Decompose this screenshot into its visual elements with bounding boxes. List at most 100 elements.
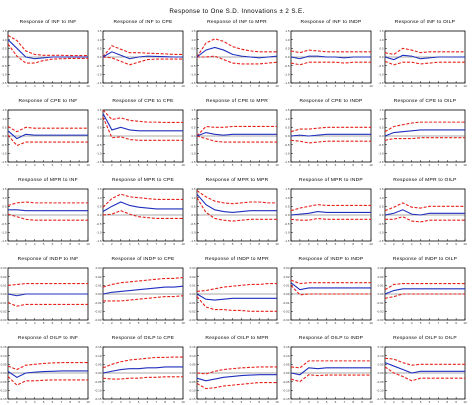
irf-panel: Response of CPE to OILP 1.5 1.0 0.5 0.0 -0.5 -… [378,98,467,167]
x-tick-label: 7 [249,400,251,404]
x-tick-label: 6 [241,321,243,325]
y-tick-label: 0.0 [379,213,384,217]
x-tick-label: 10 [369,163,373,167]
x-tick-label: 10 [275,321,279,325]
x-tick-label: 7 [343,163,345,167]
y-tick-label: 1.0 [379,117,384,121]
y-tick-label: 1.5 [2,108,7,112]
y-tick-label: 1.5 [285,187,290,191]
lower-band-line [7,376,88,386]
x-tick-label: 10 [463,321,467,325]
x-tick-label: 4 [129,84,131,88]
x-tick-label: 9 [267,84,269,88]
y-tick-label: 0.01 [96,284,102,288]
response-line [384,54,465,61]
lower-band-line [102,56,183,66]
x-tick-label: 5 [420,163,422,167]
y-tick-label: 0.0 [379,55,384,59]
x-tick-label: 4 [129,321,131,325]
lower-band-line [384,60,465,66]
y-tick-label: 0.15 [1,345,7,349]
response-line [7,130,88,140]
y-tick-label: -1.0 [190,152,196,156]
lower-band-line [196,381,277,390]
x-tick-label: 6 [241,84,243,88]
lower-band-line [7,213,88,221]
y-tick-label: 0.5 [2,47,7,51]
lower-band-line [384,366,465,382]
x-tick-label: 2 [393,242,395,246]
y-tick-label: -1.0 [1,231,7,235]
lower-band-line [196,135,277,143]
response-line [102,366,183,374]
x-tick-label: 7 [343,242,345,246]
x-tick-label: 10 [86,163,90,167]
y-tick-label: -0.5 [190,222,196,226]
panel-title: Response of OILP to CPE [112,335,175,341]
x-tick-label: 3 [402,400,404,404]
x-tick-label: 8 [352,242,354,246]
irf-panel: Response of INF to MPR 1.5 1.0 0.5 0.0 -0.5 -1… [190,19,279,88]
x-tick-label: 6 [429,163,431,167]
irf-panel: Response of MPR to CPE 1.5 1.0 0.5 0.0 -0.5 -1… [96,177,185,246]
x-tick-label: 8 [258,242,260,246]
x-tick-label: 7 [249,163,251,167]
x-tick-label: 7 [155,400,157,404]
x-tick-label: 10 [463,163,467,167]
x-tick-label: 4 [34,84,36,88]
y-tick-label: 0.00 [96,292,102,296]
y-tick-label: 0.0 [2,213,7,217]
y-tick-label: 0.5 [285,47,290,51]
x-tick-label: 10 [275,242,279,246]
irf-panel: Response of OILP to MPR 0.15 0.10 0.05 0.00 -… [189,335,279,404]
x-tick-label: 5 [326,242,328,246]
upper-band-line [196,38,277,58]
x-tick-label: 7 [437,163,439,167]
figure-title: Response to One S.D. Innovations ± 2 S.E… [169,8,305,15]
lower-band-line [196,197,277,222]
y-tick-label: 0.0 [285,134,290,138]
y-tick-label: 0.5 [97,126,102,130]
y-tick-label: -0.03 [283,318,290,322]
x-tick-label: 2 [16,84,18,88]
panel-title: Response of INDP to INF [18,256,79,262]
y-tick-label: 0.0 [191,213,196,217]
irf-panel: Response of INF to INDP 1.5 1.0 0.5 0.0 -0.5 -… [284,19,373,88]
response-line [7,370,88,378]
x-tick-label: 9 [455,242,457,246]
x-tick-label: 5 [232,321,234,325]
x-tick-label: 3 [402,242,404,246]
panel-title: Response of MPR to INF [18,177,78,183]
x-tick-label: 4 [34,400,36,404]
x-tick-label: 3 [25,84,27,88]
x-tick-label: 1 [290,84,292,88]
y-tick-label: -1.5 [284,160,290,164]
x-tick-label: 3 [120,163,122,167]
x-tick-label: 10 [463,84,467,88]
x-tick-label: 7 [155,163,157,167]
y-tick-label: -0.15 [95,397,102,401]
irf-panel: Response of INF to CPE 1.5 1.0 0.5 0.0 -0.5 -1… [96,19,185,88]
x-tick-label: 2 [299,84,301,88]
response-line [290,133,371,137]
upper-band-line [290,204,371,212]
x-tick-label: 1 [102,321,104,325]
x-tick-label: 8 [446,84,448,88]
y-tick-label: 1.0 [191,196,196,200]
x-tick-label: 9 [361,163,363,167]
y-tick-label: -0.03 [95,318,102,322]
x-tick-label: 2 [16,321,18,325]
x-tick-label: 6 [429,242,431,246]
y-tick-label: 0.0 [97,213,102,217]
lower-band-line [102,210,183,220]
y-tick-label: -1.0 [378,231,384,235]
x-tick-label: 4 [129,242,131,246]
x-tick-label: 7 [437,84,439,88]
response-line [7,293,88,297]
irf-panel: Response of INF to INF 1.5 1.0 0.5 0.0 -0.5 -1… [1,19,90,88]
panel-title: Response of MPR to OILP [393,177,456,183]
x-tick-label: 8 [164,242,166,246]
x-tick-label: 6 [147,321,149,325]
y-tick-label: -0.10 [377,389,384,393]
